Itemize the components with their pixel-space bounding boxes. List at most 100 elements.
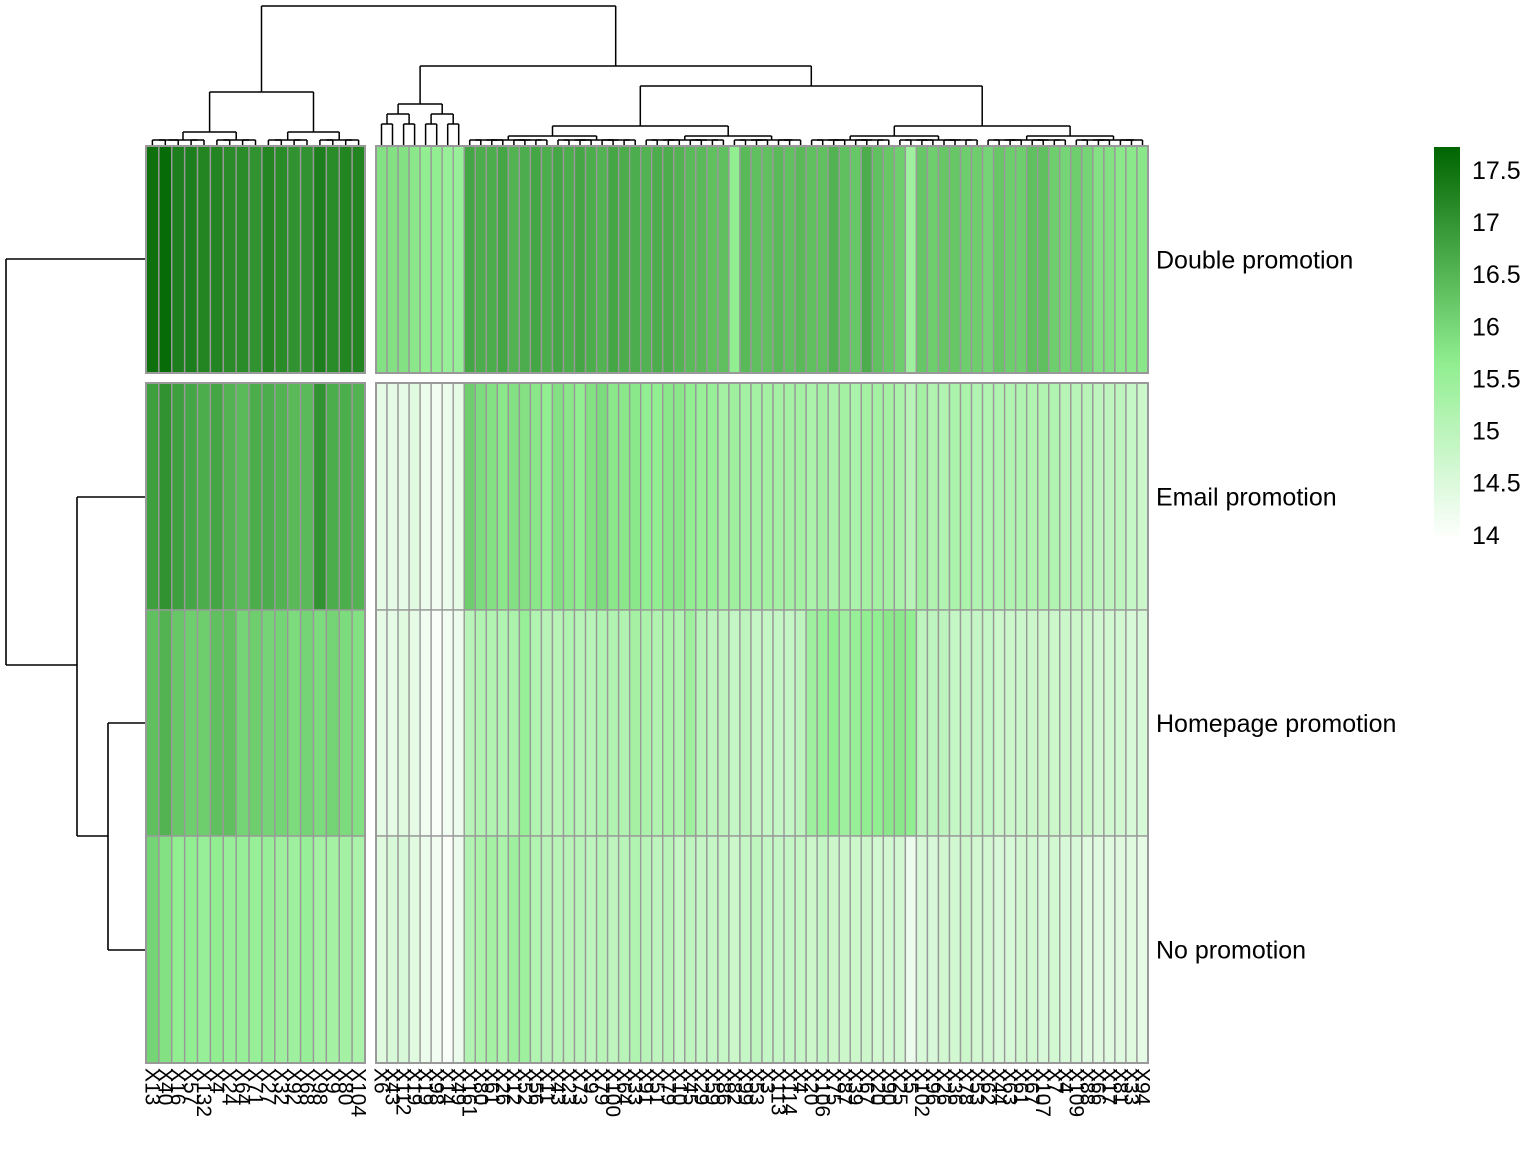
- heatmap-cell: [261, 382, 276, 611]
- heatmap-cell: [496, 145, 510, 374]
- heatmap-cell: [684, 609, 697, 837]
- heatmap-cell: [860, 609, 873, 837]
- heatmap-cell: [882, 382, 896, 611]
- legend-tick-label: 15.5: [1472, 365, 1521, 393]
- heatmap-cell: [926, 835, 940, 1064]
- heatmap-cell: [474, 609, 487, 837]
- heatmap-cell: [1059, 145, 1072, 374]
- heatmap-cell: [386, 145, 399, 374]
- heatmap-cell: [222, 145, 237, 374]
- heatmap-cell: [794, 382, 807, 611]
- heatmap-cell: [706, 382, 719, 611]
- heatmap-cell: [463, 835, 476, 1064]
- heatmap-cell: [351, 145, 366, 374]
- column-label: X68: [295, 1068, 318, 1105]
- heatmap-cell: [573, 609, 587, 837]
- heatmap-cell: [573, 382, 587, 611]
- heatmap-cell: [274, 382, 289, 611]
- heatmap-cell: [183, 609, 199, 837]
- color-legend: 17.5 17 16.5 16 15.5 15 14.5 14: [1434, 147, 1521, 550]
- column-label: X109: [1064, 1068, 1087, 1117]
- heatmap-cell: [783, 835, 796, 1064]
- heatmap-cell: [171, 382, 186, 611]
- heatmap-cell: [1103, 145, 1116, 374]
- heatmap-cell: [1037, 609, 1050, 837]
- heatmap-cell: [1136, 609, 1149, 837]
- legend-tick-label: 16: [1472, 313, 1500, 341]
- column-label: X79: [656, 1068, 679, 1105]
- heatmap-cell: [948, 609, 962, 837]
- heatmap-cell: [937, 382, 951, 611]
- heatmap-cell: [274, 835, 289, 1064]
- heatmap-cell: [838, 145, 851, 374]
- heatmap-cell: [651, 145, 664, 374]
- heatmap-cell: [430, 609, 443, 837]
- column-label: X102: [910, 1068, 933, 1117]
- legend-tick-label: 17: [1472, 209, 1500, 237]
- heatmap-cell: [1136, 145, 1149, 374]
- heatmap-cell: [463, 145, 476, 374]
- heatmap-cell: [617, 835, 631, 1064]
- heatmap-cell: [617, 145, 631, 374]
- heatmap-cell: [248, 609, 263, 837]
- column-label: X43: [546, 1068, 569, 1105]
- heatmap-cell: [196, 382, 212, 611]
- heatmap-cell: [485, 835, 499, 1064]
- heatmap-cell: [222, 382, 237, 611]
- heatmap-cell: [783, 382, 796, 611]
- heatmap-cell: [419, 145, 432, 374]
- column-label: X19: [414, 1068, 437, 1105]
- heatmap-cell: [606, 835, 620, 1064]
- heatmap-cell: [1125, 609, 1138, 837]
- heatmap-cell: [551, 145, 565, 374]
- column-label: X113: [767, 1068, 790, 1116]
- heatmap-cell: [235, 145, 250, 374]
- heatmap-cell: [1059, 835, 1072, 1064]
- heatmap-cell: [1025, 835, 1039, 1064]
- column-label: X132: [192, 1068, 215, 1117]
- heatmap-cell: [312, 382, 328, 611]
- heatmap-cell: [717, 382, 730, 611]
- heatmap-cell: [772, 835, 785, 1064]
- heatmap-cell: [386, 835, 399, 1064]
- column-label: X6: [370, 1068, 393, 1094]
- heatmap-cell: [518, 382, 532, 611]
- heatmap-cell: [750, 382, 763, 611]
- heatmap-cell: [970, 835, 984, 1064]
- heatmap-cell: [1081, 609, 1094, 837]
- heatmap-cell: [325, 835, 340, 1064]
- column-label: X98: [425, 1068, 448, 1105]
- heatmap-cell: [222, 835, 237, 1064]
- heatmap-cell: [981, 609, 995, 837]
- heatmap-cell: [235, 382, 250, 611]
- column-label: X73: [568, 1068, 591, 1105]
- column-label: X23: [557, 1068, 580, 1105]
- column-label: X57: [179, 1068, 202, 1105]
- column-label: X106: [811, 1068, 834, 1117]
- column-label: X44: [987, 1068, 1010, 1106]
- heatmap-cell: [145, 835, 160, 1064]
- column-label: X114: [778, 1068, 801, 1116]
- heatmap-cell: [408, 382, 421, 611]
- column-label: X24: [218, 1068, 241, 1106]
- heatmap-cell: [299, 835, 315, 1064]
- heatmap-cell: [261, 609, 276, 837]
- heatmap-cell: [375, 835, 388, 1064]
- column-label: X39: [844, 1068, 867, 1105]
- heatmap-cell: [397, 609, 410, 837]
- heatmap-cell: [1014, 145, 1028, 374]
- heatmap-cell: [673, 609, 686, 837]
- heatmap-cell: [684, 835, 697, 1064]
- heatmap-cell: [684, 382, 697, 611]
- heatmap-cell: [452, 609, 465, 837]
- heatmap-cell: [507, 145, 521, 374]
- heatmap-cell: [827, 382, 840, 611]
- heatmap-cell: [816, 609, 829, 837]
- heatmap-cell: [904, 609, 918, 837]
- heatmap-cell: [1092, 835, 1105, 1064]
- column-label: X53: [965, 1068, 988, 1105]
- heatmap-cell: [1070, 382, 1083, 611]
- heatmap-cell: [397, 145, 410, 374]
- heatmap-cell: [1037, 145, 1050, 374]
- heatmap-cell: [584, 835, 598, 1064]
